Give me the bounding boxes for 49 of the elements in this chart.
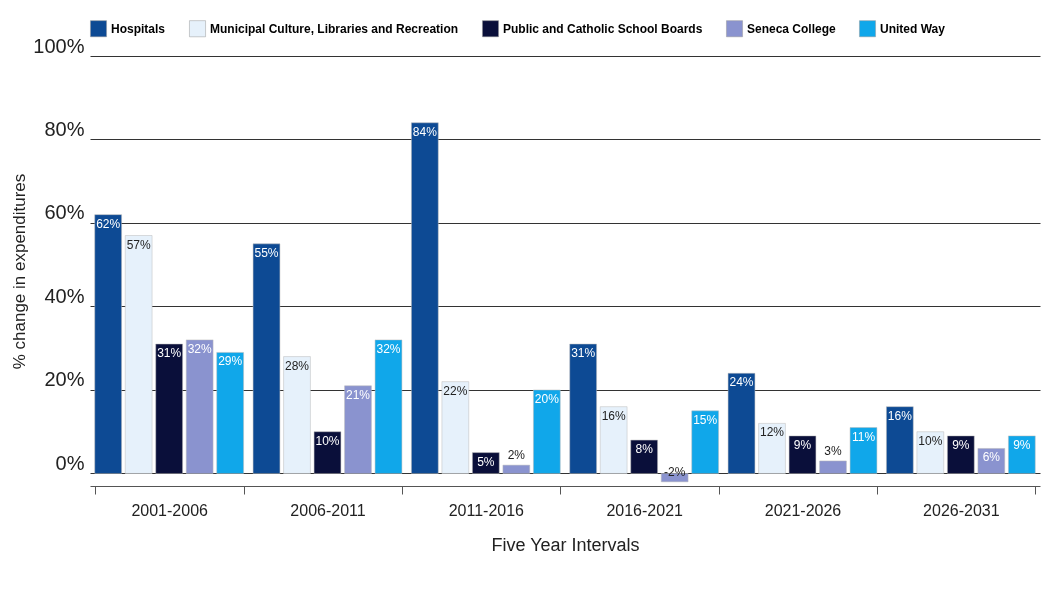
data-label: 11%: [851, 429, 876, 444]
legend-label: Seneca College: [747, 21, 837, 36]
data-label: 9%: [952, 437, 970, 452]
y-tick-label: 0%: [55, 451, 85, 474]
data-label: 24%: [729, 375, 754, 390]
legend-label: Hospitals: [111, 21, 166, 36]
y-axis-title: % change in expenditures: [10, 173, 30, 370]
data-label: 84%: [412, 124, 438, 139]
data-label: 29%: [218, 354, 243, 369]
x-tick-label: 2021-2026: [764, 501, 842, 519]
data-label: 22%: [443, 383, 468, 398]
data-label: 16%: [601, 408, 626, 423]
data-label: 6%: [982, 450, 1001, 465]
data-label: 8%: [635, 442, 654, 457]
x-tick-label: 2026-2031: [923, 501, 1000, 519]
data-label: 10%: [918, 433, 943, 448]
legend-label: Public and Catholic School Boards: [503, 21, 703, 36]
y-tick-label: 60%: [44, 201, 85, 224]
data-label: 57%: [126, 237, 151, 252]
x-axis-title: Five Year Intervals: [491, 534, 640, 555]
x-tick-label: 2006-2011: [290, 501, 366, 519]
x-tick-label: 2016-2021: [606, 501, 684, 519]
data-label: 55%: [254, 245, 279, 260]
x-tick-label: 2001-2006: [131, 501, 209, 519]
legend-label: United Way: [880, 21, 946, 36]
data-label: 15%: [693, 412, 718, 427]
x-tick-label: 2011-2016: [448, 501, 525, 519]
data-label: 21%: [345, 387, 371, 402]
data-label: 3%: [824, 443, 842, 458]
legend-label: Municipal Culture, Libraries and Recreation: [210, 21, 459, 36]
data-label: 20%: [534, 391, 560, 406]
data-label: 31%: [157, 346, 182, 361]
data-label: 62%: [96, 216, 121, 231]
data-label: 32%: [187, 341, 212, 356]
data-label: 32%: [376, 341, 401, 356]
y-tick-label: 40%: [44, 284, 85, 307]
data-label: 16%: [887, 408, 913, 423]
data-label: 28%: [284, 358, 310, 373]
data-label: 5%: [477, 454, 495, 469]
data-label: 31%: [571, 346, 596, 361]
y-tick-label: 20%: [44, 368, 85, 391]
y-tick-label: 100%: [33, 34, 85, 57]
data-label: -2%: [663, 464, 686, 479]
data-label: 9%: [1013, 437, 1031, 452]
data-label: 12%: [759, 425, 785, 440]
data-label: 2%: [507, 448, 526, 463]
y-tick-label: 80%: [44, 118, 85, 140]
data-label: 10%: [315, 433, 340, 448]
data-label: 9%: [793, 437, 812, 452]
